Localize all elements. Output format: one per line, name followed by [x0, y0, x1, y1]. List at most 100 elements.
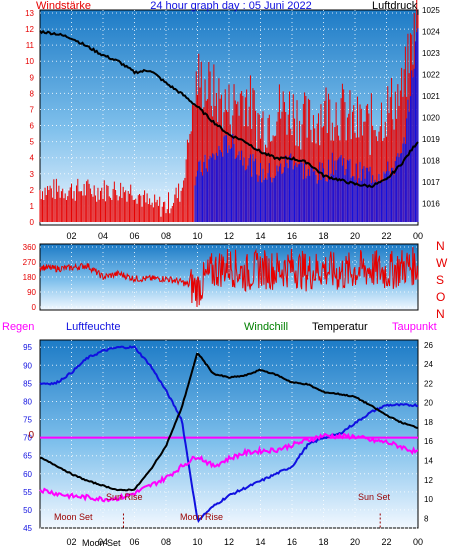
chart-marks: [39, 0, 419, 528]
annotation-sun-set: Sun Set: [358, 492, 391, 502]
annotation-sun-rise: Sun Rise: [106, 492, 143, 502]
direction-tick-label: 90: [27, 288, 36, 297]
x-tick-label-top: 14: [255, 231, 265, 241]
x-tick-label-bottom: 00: [413, 537, 423, 547]
x-tick-label-top: 08: [161, 231, 171, 241]
humidity-tick-label: 90: [23, 361, 32, 370]
direction-tick-label: 360: [23, 243, 37, 252]
x-tick-label-top: 18: [318, 231, 328, 241]
x-tick-label-bottom: 08: [161, 537, 171, 547]
legend-luftfeuchte: Luftfeuchte: [66, 321, 120, 333]
humidity-tick-label: 95: [23, 343, 32, 352]
humidity-tick-label: 60: [23, 470, 32, 479]
legend-taupunkt: Taupunkt: [392, 321, 437, 333]
legend-temperatur: Temperatur: [312, 321, 368, 333]
temperature-tick-label: 10: [424, 495, 433, 504]
pressure-tick-label: 1018: [422, 157, 440, 166]
wind-tick-label: 7: [30, 105, 35, 114]
annotation-moon-rise: Moon Rise: [180, 512, 223, 522]
direction-tick-label: 180: [23, 273, 37, 282]
temperature-tick-label: 22: [424, 379, 433, 388]
annotation-moon-set-2: Moon Set: [82, 538, 121, 548]
x-tick-label-bottom: 02: [66, 537, 76, 547]
wind-tick-label: 8: [30, 89, 35, 98]
x-tick-label-top: 22: [381, 231, 391, 241]
x-tick-label-top: 00: [413, 231, 423, 241]
temperature-tick-label: 12: [424, 476, 433, 485]
direction-tick-label: 0: [32, 303, 37, 312]
pressure-tick-label: 1016: [422, 200, 440, 209]
x-tick-label-top: 04: [98, 231, 108, 241]
x-tick-label-bottom: 12: [224, 537, 234, 547]
pressure-tick-label: 1024: [422, 28, 440, 37]
direction-compass-label: N: [436, 307, 445, 321]
x-tick-label-top: 12: [224, 231, 234, 241]
x-tick-label-bottom: 20: [350, 537, 360, 547]
temperature-tick-label: 16: [424, 437, 433, 446]
wind-tick-label: 4: [30, 154, 35, 163]
x-tick-label-bottom: 06: [129, 537, 139, 547]
dewpoint-line: [39, 432, 419, 503]
rain-zero-label: 0: [28, 430, 34, 441]
pressure-tick-label: 1017: [422, 178, 440, 187]
wind-tick-label: 6: [30, 122, 35, 131]
x-tick-label-top: 10: [192, 231, 202, 241]
x-tick-label-bottom: 18: [318, 537, 328, 547]
wind-tick-label: 12: [25, 25, 34, 34]
temperature-tick-label: 24: [424, 360, 433, 369]
humidity-tick-label: 70: [23, 434, 32, 443]
temperature-tick-label: 8: [424, 514, 429, 523]
direction-tick-label: 270: [23, 258, 37, 267]
humidity-tick-label: 45: [23, 524, 32, 533]
pressure-tick-label: 1023: [422, 49, 440, 58]
pressure-tick-label: 1025: [422, 6, 440, 15]
pressure-tick-label: 1020: [422, 114, 440, 123]
x-tick-label-bottom: 16: [287, 537, 297, 547]
direction-compass-label: W: [436, 256, 448, 270]
temperature-tick-label: 14: [424, 457, 433, 466]
humidity-tick-label: 85: [23, 379, 32, 388]
temperature-line: [39, 352, 419, 492]
wind-tick-label: 10: [25, 57, 34, 66]
x-tick-label-bottom: 10: [192, 537, 202, 547]
direction-compass-label: S: [436, 273, 444, 287]
humidity-tick-label: 65: [23, 452, 32, 461]
pressure-tick-label: 1019: [422, 135, 440, 144]
pressure-tick-label: 1021: [422, 92, 440, 101]
humidity-line: [39, 345, 419, 524]
wind-tick-label: 5: [30, 138, 35, 147]
wind-tick-label: 9: [30, 73, 35, 82]
direction-compass-label: O: [436, 290, 445, 304]
pressure-line: [39, 29, 419, 189]
wind-tick-label: 11: [26, 41, 35, 50]
legend-regen: Regen: [2, 321, 34, 333]
x-tick-label-bottom: 04: [98, 537, 108, 547]
legend-windchill: Windchill: [244, 321, 288, 333]
pressure-tick-label: 1022: [422, 71, 440, 80]
temperature-tick-label: 18: [424, 418, 433, 427]
x-tick-label-top: 16: [287, 231, 297, 241]
humidity-tick-label: 55: [23, 488, 32, 497]
annotation-moon-set-1: Moon Set: [54, 512, 93, 522]
direction-compass-label: N: [436, 239, 445, 253]
humidity-tick-label: 75: [23, 416, 32, 425]
chart-title: 24 hour graph day : 05 Juni 2022: [150, 0, 311, 12]
wind-tick-label: 2: [30, 186, 35, 195]
x-tick-label-bottom: 14: [255, 537, 265, 547]
humidity-tick-label: 50: [23, 506, 32, 515]
x-tick-label-bottom: 22: [381, 537, 391, 547]
humidity-tick-label: 80: [23, 397, 32, 406]
x-tick-label-top: 20: [350, 231, 360, 241]
x-tick-label-top: 02: [66, 231, 76, 241]
wind-tick-label: 0: [30, 218, 35, 227]
right-axis-label-top: Luftdruck: [372, 0, 418, 12]
wind-tick-label: 13: [25, 9, 34, 18]
wind-tick-label: 3: [30, 170, 35, 179]
wind-tick-label: 1: [30, 202, 35, 211]
wind-direction-line: [39, 246, 419, 308]
temperature-tick-label: 26: [424, 341, 433, 350]
tick-labels: 02 04 06 08 10 12 14 16 18 20 22 000123456789101112…: [23, 6, 448, 547]
left-axis-label-top: Windstärke: [36, 0, 91, 12]
